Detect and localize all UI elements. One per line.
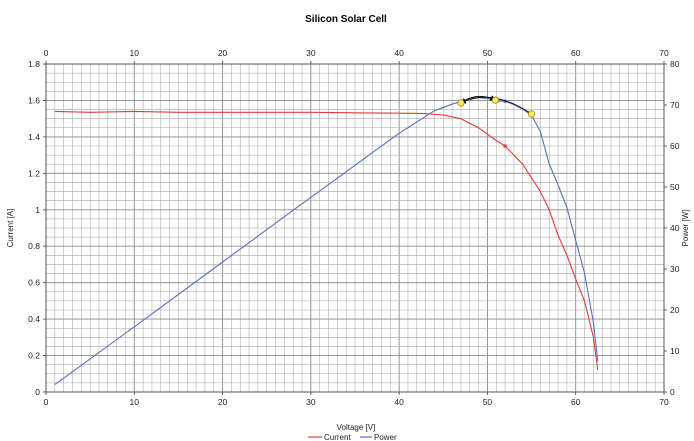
- y-left-tick-label: 1: [35, 205, 40, 215]
- x-tick-label-top: 50: [483, 48, 493, 58]
- y-left-tick-label: 1.2: [28, 168, 40, 178]
- y-right-axis-label: Power [W]: [681, 210, 690, 247]
- x-tick-label-top: 10: [130, 48, 140, 58]
- y-left-tick-label: 1.6: [28, 95, 40, 105]
- y-left-tick-label: 1.4: [28, 132, 40, 142]
- x-tick-label-top: 0: [44, 48, 49, 58]
- y-left-tick-label: 0.6: [28, 278, 40, 288]
- x-tick-label-bottom: 50: [483, 397, 493, 407]
- x-tick-label-bottom: 20: [218, 397, 228, 407]
- y-left-axis-label: Current [A]: [6, 209, 15, 248]
- x-axis-label: Voltage [V]: [337, 423, 376, 432]
- x-tick-label-top: 20: [218, 48, 228, 58]
- y-right-tick-label: 30: [670, 264, 680, 274]
- current-point-marker: [503, 144, 507, 148]
- y-left-tick-label: 0.2: [28, 351, 40, 361]
- y-right-tick-label: 0: [670, 387, 675, 397]
- y-right-tick-label: 10: [670, 346, 680, 356]
- y-left-tick-label: 0: [35, 387, 40, 397]
- chart-title: Silicon Solar Cell: [305, 14, 387, 25]
- x-tick-label-top: 60: [571, 48, 581, 58]
- legend-current-label: Current: [324, 433, 351, 441]
- x-tick-label-bottom: 30: [306, 397, 316, 407]
- y-left-tick-label: 0.8: [28, 241, 40, 251]
- highlight-point-marker: [528, 110, 536, 118]
- x-tick-label-bottom: 0: [44, 397, 49, 407]
- x-tick-label-bottom: 60: [571, 397, 581, 407]
- y-right-tick-label: 20: [670, 305, 680, 315]
- x-tick-label-top: 70: [659, 48, 669, 58]
- plot-area: 00101020203030404050506060707000.20.40.6…: [28, 48, 680, 407]
- y-right-tick-label: 60: [670, 141, 680, 151]
- y-right-tick-label: 70: [670, 100, 680, 110]
- highlight-point-marker: [457, 99, 465, 107]
- series-line-current: [54, 110, 599, 371]
- x-tick-label-top: 30: [306, 48, 316, 58]
- x-tick-label-bottom: 70: [659, 397, 669, 407]
- x-tick-label-bottom: 40: [394, 397, 404, 407]
- legend-power-label: Power: [374, 433, 397, 441]
- y-left-tick-label: 1.8: [28, 59, 40, 69]
- y-right-tick-label: 80: [670, 59, 680, 69]
- x-tick-label-top: 40: [394, 48, 404, 58]
- y-right-tick-label: 40: [670, 223, 680, 233]
- x-tick-label-bottom: 10: [130, 397, 140, 407]
- highlight-point-marker: [491, 96, 499, 104]
- legend: Current Power: [308, 433, 397, 441]
- y-left-tick-label: 0.4: [28, 314, 40, 324]
- y-right-tick-label: 50: [670, 182, 680, 192]
